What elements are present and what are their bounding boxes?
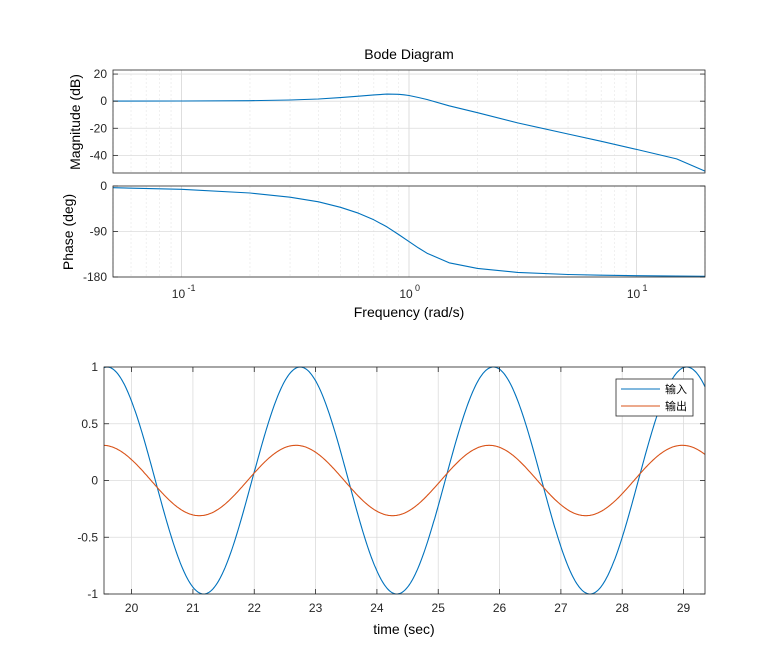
- time-x-tick-label: 24: [370, 601, 384, 615]
- time-x-tick-label: 25: [432, 601, 446, 615]
- phase-y-tick-label: -90: [90, 225, 108, 239]
- time-x-label: time (sec): [373, 621, 434, 637]
- magnitude-y-tick-label: -20: [90, 121, 108, 135]
- magnitude-frame: [112, 69, 706, 174]
- time-x-tick-label: 20: [125, 601, 139, 615]
- frequency-x-tick-label: 10: [399, 287, 413, 301]
- time-x-ticks: 20 21 22 23 24 25 26 27 28 29: [125, 367, 691, 615]
- frequency-x-tick-exponent: 0: [415, 283, 420, 293]
- time-x-tick-label: 23: [309, 601, 323, 615]
- time-y-ticks: 1 0.5 0 -0.5 -1: [77, 360, 705, 601]
- magnitude-y-ticks: 20 0 -20 -40: [90, 67, 705, 162]
- time-x-tick-label: 21: [186, 601, 200, 615]
- magnitude-series: [112, 93, 706, 172]
- magnitude-y-tick-label: -40: [90, 148, 108, 162]
- phase-line: [112, 187, 706, 277]
- time-x-tick-label: 28: [616, 601, 630, 615]
- legend-label-output: 输出: [665, 399, 687, 413]
- time-x-tick-label: 22: [248, 601, 262, 615]
- frequency-x-tick-label: 10: [627, 287, 641, 301]
- time-x-tick-label: 26: [493, 601, 507, 615]
- magnitude-y-tick-label: 20: [94, 67, 108, 81]
- legend-label-input: 输入: [665, 382, 687, 396]
- phase-series: [112, 187, 706, 277]
- time-axes: 1 0.5 0 -0.5 -1 20 21 22 23 24 25 26 27 28 29: [77, 360, 706, 615]
- time-y-tick-label: 0: [91, 474, 98, 488]
- phase-y-tick-label: 0: [100, 179, 107, 193]
- magnitude-y-label: Magnitude (dB): [67, 74, 83, 170]
- output-signal-line: [103, 444, 706, 517]
- legend-box: [615, 378, 694, 417]
- frequency-x-tick-label: 10: [172, 287, 186, 301]
- magnitude-line: [112, 93, 706, 172]
- time-y-tick-label: 1: [91, 360, 98, 374]
- magnitude-axes: 20 0 -20 -40: [90, 67, 706, 174]
- frequency-x-tick-exponent: -1: [187, 283, 195, 293]
- magnitude-y-tick-label: 0: [100, 94, 107, 108]
- frequency-x-tick-exponent: 1: [643, 283, 648, 293]
- magnitude-grid: [112, 70, 706, 173]
- legend: 输入 输出: [615, 378, 694, 417]
- frequency-x-label: Frequency (rad/s): [354, 304, 464, 320]
- phase-y-tick-label: -180: [83, 270, 107, 284]
- phase-y-ticks: 0 -90 -180: [83, 179, 705, 284]
- phase-y-label: Phase (deg): [60, 194, 76, 270]
- time-x-tick-label: 27: [554, 601, 568, 615]
- time-y-tick-label: 0.5: [81, 417, 98, 431]
- phase-axes: 0-90-180 10 -1 10 0 10 1: [83, 179, 706, 301]
- time-y-tick-label: -1: [87, 587, 98, 601]
- phase-x-ticks: 10 -1 10 0 10 1: [172, 283, 648, 301]
- time-x-tick-label: 29: [677, 601, 691, 615]
- bode-title: Bode Diagram: [364, 46, 454, 62]
- time-y-tick-label: -0.5: [77, 530, 98, 544]
